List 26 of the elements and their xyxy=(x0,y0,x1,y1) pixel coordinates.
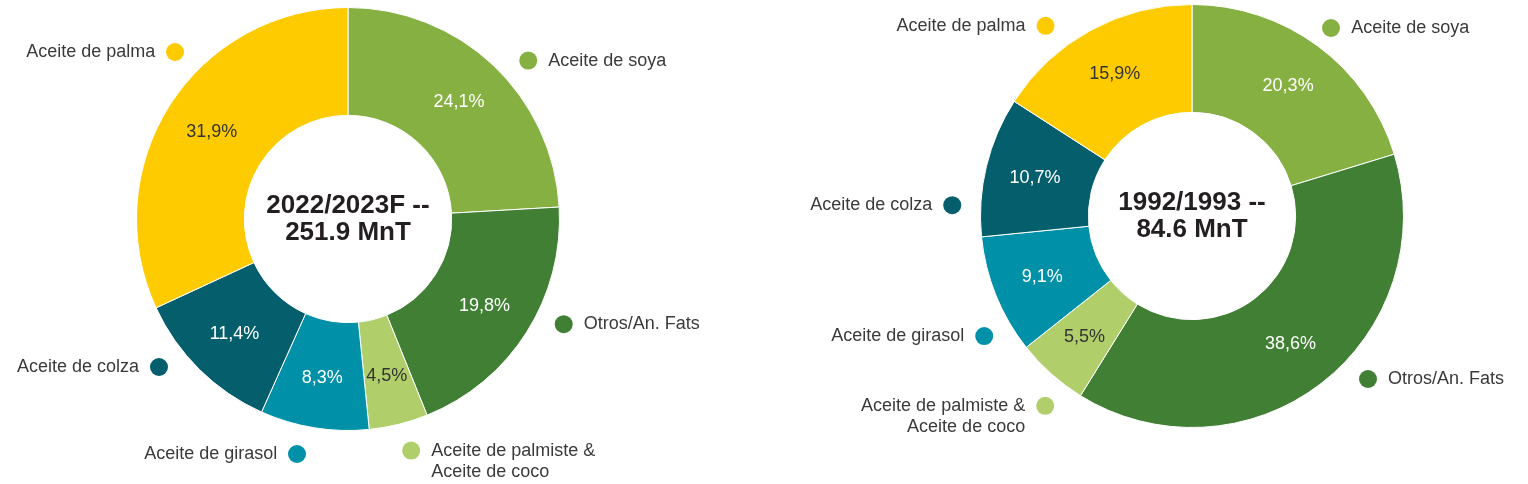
legend-label: Aceite de colza xyxy=(810,194,934,215)
legend-label: Aceite de palmiste & Aceite de coco xyxy=(861,394,1026,436)
legend-label: Aceite de girasol xyxy=(831,325,965,346)
data-label: 19,8% xyxy=(458,294,510,315)
legend-label: Aceite de palmiste & Aceite de coco xyxy=(431,439,596,481)
legend-label: Aceite de palma xyxy=(896,14,1027,35)
data-label: 31,9% xyxy=(186,120,238,141)
slice-label: Aceite de palma xyxy=(26,41,157,62)
data-label: 4,5% xyxy=(366,364,408,385)
data-label: 15,9% xyxy=(1089,63,1141,84)
data-label: 9,1% xyxy=(1021,265,1063,286)
data-label: 11,4% xyxy=(209,322,260,343)
legend-label: Otros/An. Fats xyxy=(583,313,700,334)
text: 2022/2023F -- 251.9 MnT xyxy=(266,188,430,246)
data-label: 38,6% xyxy=(1265,333,1317,354)
data-label: 24,1% xyxy=(433,90,485,111)
data-label: 20,3% xyxy=(1262,75,1314,96)
data-label: 10,7% xyxy=(1009,167,1061,188)
data-label: 8,3% xyxy=(301,367,343,388)
slice-label: Otros/An. Fats xyxy=(1388,368,1505,389)
data-label: 5,5% xyxy=(1063,325,1105,346)
slice-label: Aceite de soya xyxy=(1351,16,1471,37)
slice-label: Aceite de girasol xyxy=(144,442,278,463)
text: 1992/1993 -- 84.6 MnT xyxy=(1118,185,1266,243)
slice-label: Aceite de colza xyxy=(16,355,141,376)
legend-label: Aceite de soya xyxy=(548,49,668,70)
